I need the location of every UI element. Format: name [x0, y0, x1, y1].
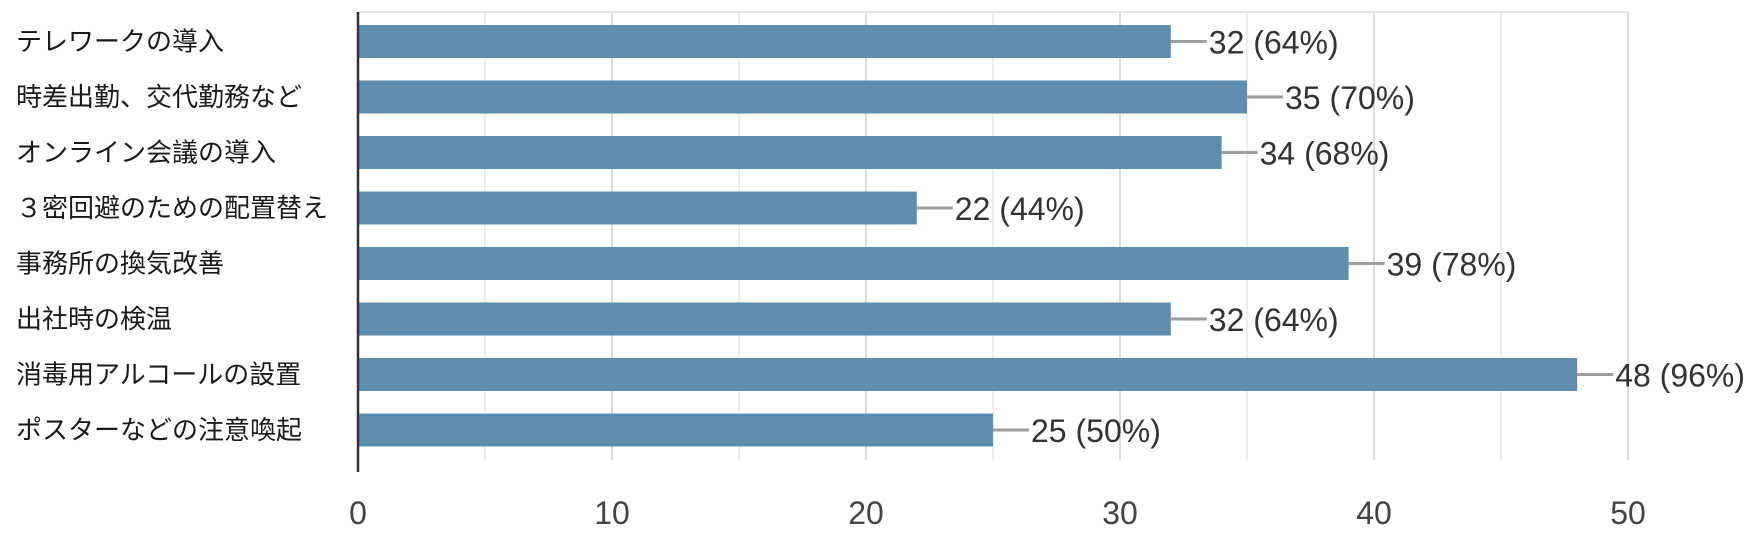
category-label: 事務所の換気改善 [16, 250, 224, 280]
bar [358, 247, 1349, 280]
data-label: 48 (96%) [1615, 358, 1745, 394]
leader-lines [916, 40, 1614, 432]
data-label: 32 (64%) [1209, 25, 1339, 61]
x-tick-label: 10 [594, 495, 630, 531]
bar [358, 136, 1222, 169]
x-tick-label: 30 [1102, 495, 1138, 531]
bar [358, 413, 993, 447]
bar [358, 358, 1578, 391]
category-label: テレワークの導入 [16, 28, 224, 58]
bar [358, 302, 1171, 336]
tick-labels: 0 10 20 30 40 50 [349, 495, 1646, 531]
x-tick-label: 0 [349, 495, 367, 531]
data-label: 35 (70%) [1285, 80, 1415, 116]
x-tick-label: 40 [1356, 495, 1392, 531]
category-label: ３密回避のための配置替え [16, 194, 328, 224]
data-label: 32 (64%) [1209, 302, 1339, 338]
category-label: 時差出勤、交代勤務など [16, 83, 302, 113]
category-label: オンライン会議の導入 [16, 139, 276, 169]
data-label: 22 (44%) [955, 191, 1085, 227]
gridlines [357, 11, 1629, 460]
bar [358, 25, 1171, 58]
bar [358, 191, 917, 225]
bar [358, 80, 1247, 114]
data-label: 39 (78%) [1387, 247, 1517, 283]
category-label: ポスターなどの注意喚起 [16, 416, 302, 446]
value-labels: 32 (64%) 35 (70%) 34 (68%) 22 (44%) 39 (78%)… [955, 25, 1745, 450]
data-label: 25 (50%) [1031, 413, 1161, 449]
category-label: 消毒用アルコールの設置 [16, 361, 301, 391]
bars [358, 25, 1578, 447]
data-label: 34 (68%) [1260, 136, 1390, 172]
x-tick-label: 50 [1610, 495, 1646, 531]
category-label: 出社時の検温 [16, 305, 172, 335]
x-tick-label: 20 [848, 495, 884, 531]
